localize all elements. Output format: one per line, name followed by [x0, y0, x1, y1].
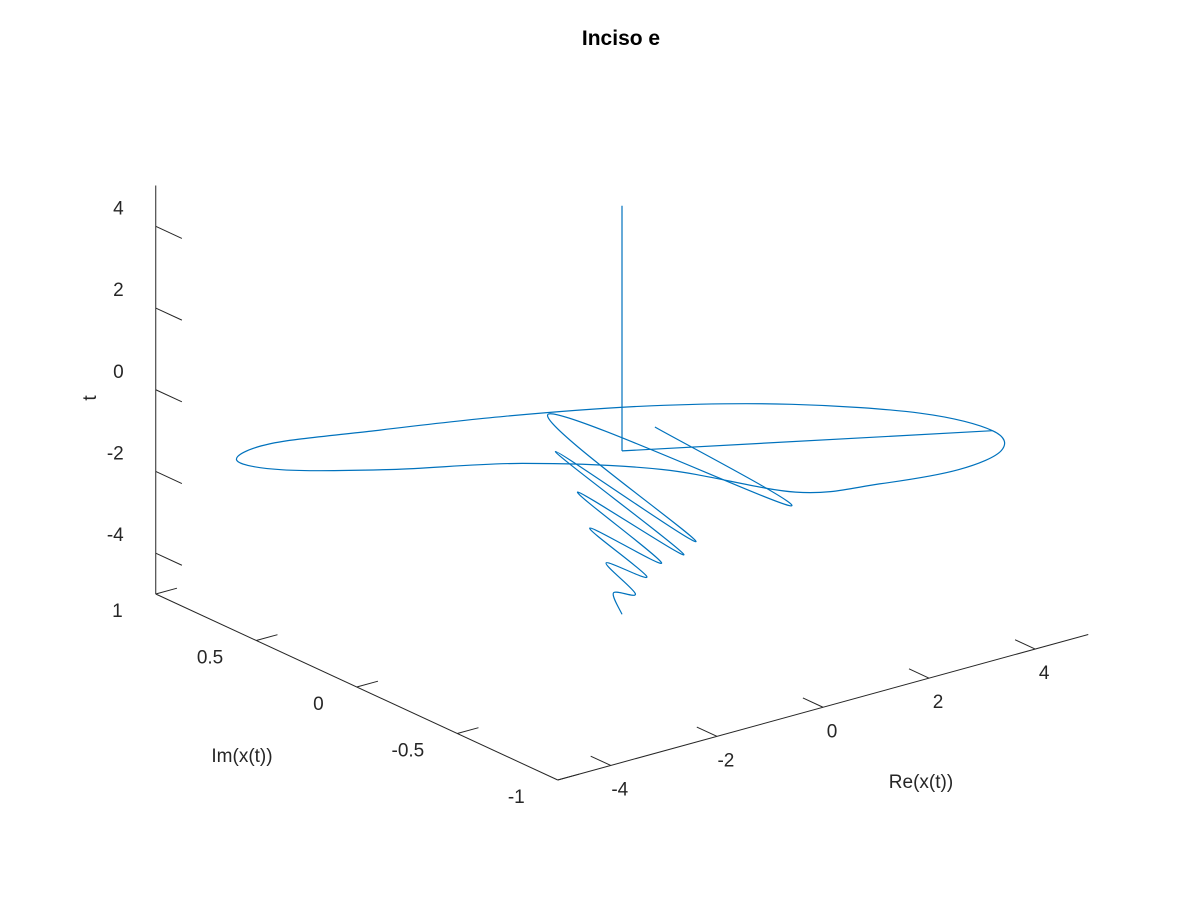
x-tick-mark: [1014, 639, 1036, 650]
z-tick-mark: [155, 389, 183, 403]
y-tick-mark: [356, 680, 379, 688]
x-tick-mark: [908, 668, 930, 679]
y-tick-label: 0: [313, 694, 324, 715]
z-tick-label: -4: [107, 525, 124, 546]
y-tick-mark: [256, 634, 278, 641]
z-tick-mark: [155, 470, 183, 484]
chart-title: Inciso e: [581, 27, 661, 50]
y-tick-label: 1: [112, 601, 123, 622]
data-series: [235, 205, 1006, 615]
z-tick-mark: [155, 552, 183, 566]
x-tick-label: -2: [717, 750, 734, 771]
z-tick-label: 0: [113, 362, 124, 383]
x-tick-mark: [590, 755, 612, 766]
x-tick-label: 4: [1039, 663, 1050, 684]
x-tick-label: 0: [827, 721, 838, 742]
y-tick-label: -1: [508, 787, 525, 808]
x-tick-mark: [696, 726, 718, 737]
series-line-segment-1: [235, 403, 1006, 494]
z-tick-label: 2: [113, 280, 124, 301]
y-tick-label: -0.5: [392, 741, 425, 762]
y-tick-label: 0.5: [197, 648, 223, 669]
y-tick-mark: [557, 773, 580, 781]
z-axis-label: t: [80, 395, 101, 401]
x-tick-label: 2: [933, 692, 944, 713]
y-tick-mark: [155, 587, 178, 595]
y-tick-mark: [457, 727, 479, 734]
x-axis-label: Re(x(t)): [889, 772, 953, 793]
series-line-segment-0: [547, 413, 793, 615]
series-line-segment-2: [621, 430, 993, 452]
z-tick-mark: [155, 307, 183, 321]
z-tick-mark: [155, 225, 183, 239]
axis-labels: Re(x(t)) Im(x(t)) t: [80, 395, 953, 793]
z-tick-label: -2: [107, 443, 124, 464]
y-axis-label: Im(x(t)): [211, 746, 272, 767]
ticks: -4 -2 0 2 4 -1 -0.5 0 0.5 1 -4 -2 0 2 4: [107, 198, 1050, 808]
z-tick-label: 4: [113, 198, 124, 219]
x-tick-mark: [802, 697, 824, 708]
x-tick-label: -4: [611, 779, 628, 800]
